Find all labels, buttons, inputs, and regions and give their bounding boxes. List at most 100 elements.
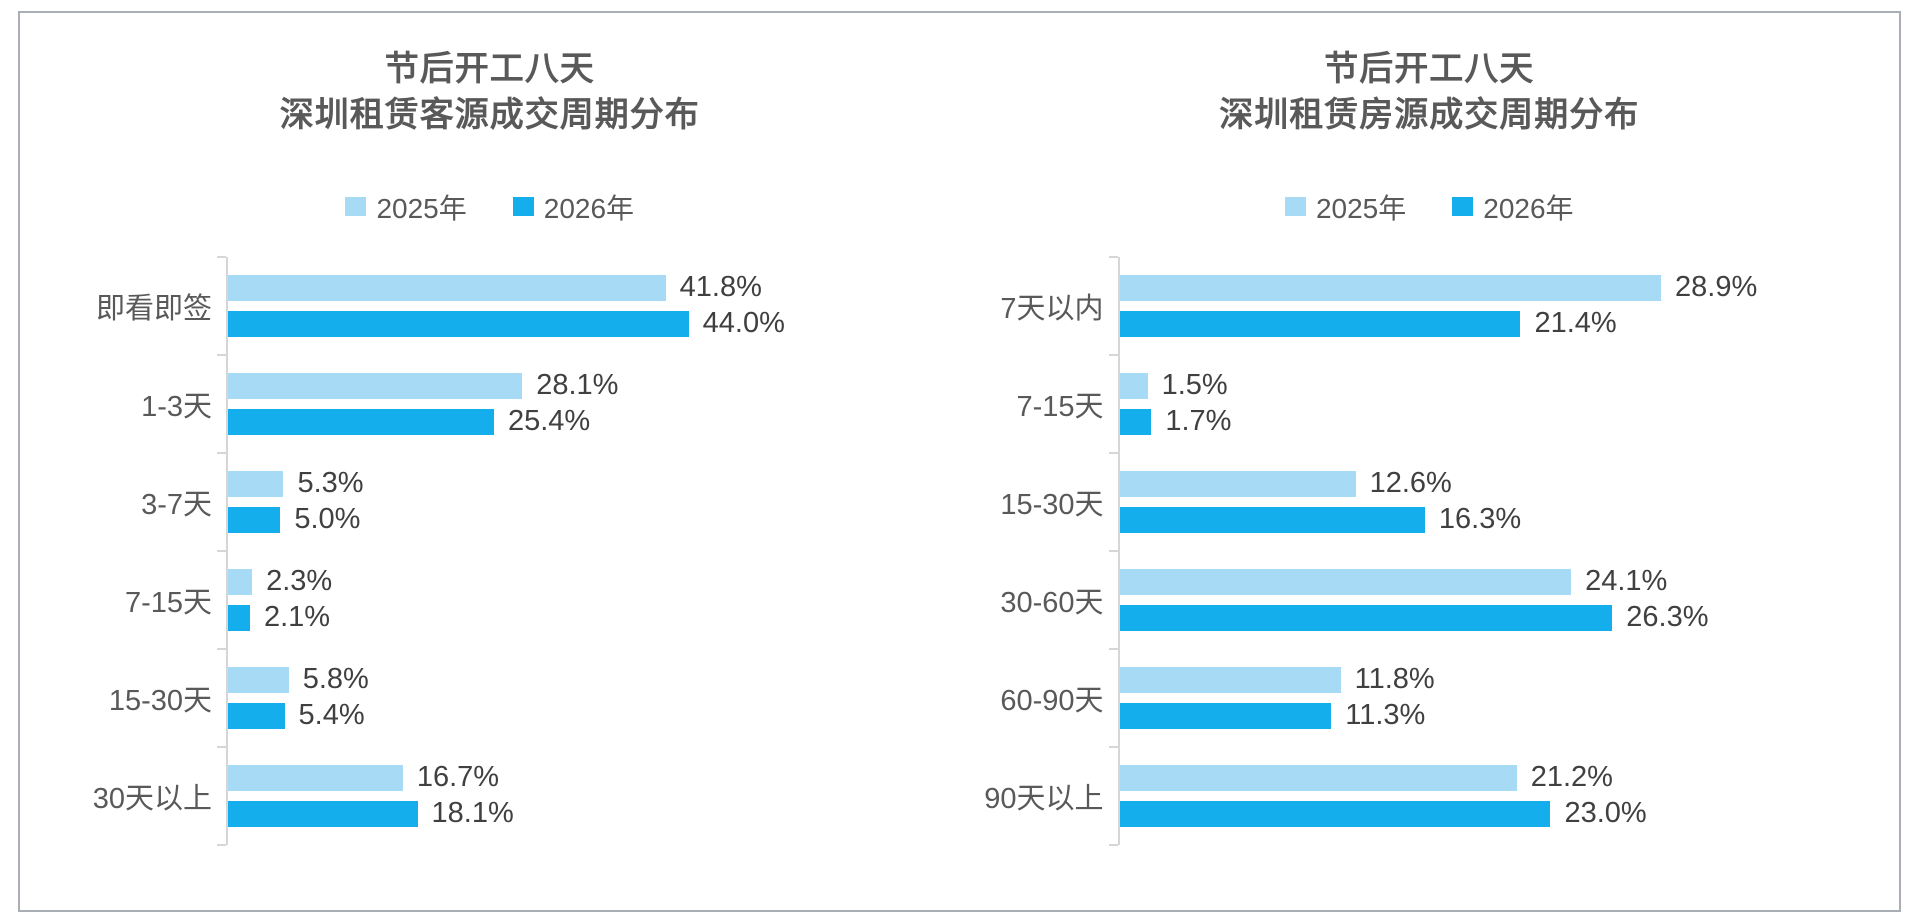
value-label-2026: 5.0% — [294, 503, 361, 536]
value-label-2026: 2.1% — [263, 601, 331, 634]
category-label: 30-60天 — [1000, 586, 1104, 619]
category-label: 60-90天 — [1000, 684, 1104, 717]
bar-2026 — [228, 506, 281, 533]
value-label-2025: 1.5% — [1161, 369, 1228, 402]
value-label-2025: 5.3% — [297, 467, 364, 500]
category-label: 15-30天 — [1000, 488, 1104, 521]
value-label-2025: 28.1% — [536, 369, 619, 402]
value-label-2025: 28.9% — [1675, 271, 1758, 304]
category-label: 90天以上 — [984, 782, 1104, 815]
category-label: 1-3天 — [141, 390, 212, 423]
bar-line-2025: 2.3% — [228, 565, 930, 597]
value-label-2025: 5.8% — [302, 663, 369, 696]
legend-swatch-2025 — [345, 197, 367, 217]
bar-group: 2.3% 2.1% — [217, 549, 960, 649]
chart-title-line-1: 节后开工八天 — [1324, 50, 1535, 88]
chart-listing-cycle: 节后开工八天 深圳租赁房源成交周期分布 2025年 2026年 7天以内 28.… — [960, 13, 1900, 910]
value-label-2025: 24.1% — [1585, 565, 1668, 598]
chart-title-line-2: 深圳租赁房源成交周期分布 — [1219, 95, 1640, 134]
category-row: 15-30天 5.8% 5.4% — [20, 647, 960, 747]
bar-2025 — [1119, 274, 1661, 301]
bar-2026 — [1119, 702, 1332, 729]
category-label: 7-15天 — [1016, 390, 1104, 423]
value-label-2026: 25.4% — [507, 405, 591, 438]
category-row: 30-60天 24.1% 26.3% — [960, 549, 1900, 649]
bar-line-2025: 5.8% — [228, 663, 930, 695]
bar-line-2026: 5.0% — [228, 503, 930, 535]
plot-area: 即看即签 41.8% 44.0% 1-3天 28.1% 25.4% — [20, 255, 960, 910]
bar-2025 — [1119, 568, 1572, 595]
value-label-2026: 23.0% — [1564, 797, 1647, 830]
category-label: 30天以上 — [92, 782, 212, 815]
legend-swatch-2026 — [1452, 197, 1474, 217]
category-label: 即看即签 — [95, 292, 212, 325]
bar-2026 — [228, 310, 689, 337]
bar-line-2026: 1.7% — [1119, 405, 1870, 437]
bar-group: 16.7% 18.1% — [217, 745, 960, 846]
value-label-2026: 1.7% — [1165, 405, 1232, 438]
bar-line-2025: 21.2% — [1119, 761, 1870, 793]
bar-line-2026: 26.3% — [1119, 601, 1870, 633]
bar-line-2025: 5.3% — [228, 467, 930, 499]
bar-line-2025: 41.8% — [228, 271, 930, 303]
legend-swatch-2026 — [512, 197, 534, 217]
bar-2026 — [1119, 408, 1152, 435]
category-row: 30天以上 16.7% 18.1% — [20, 745, 960, 846]
bar-group: 21.2% 23.0% — [1108, 745, 1900, 846]
bar-line-2025: 1.5% — [1119, 369, 1870, 401]
bar-group: 5.8% 5.4% — [217, 647, 960, 747]
value-label-2025: 2.3% — [266, 565, 333, 598]
chart-title: 节后开工八天 深圳租赁房源成交周期分布 — [960, 47, 1900, 139]
bar-group: 24.1% 26.3% — [1108, 549, 1900, 649]
bar-group: 1.5% 1.7% — [1108, 353, 1900, 453]
bar-2026 — [1119, 604, 1613, 631]
bar-line-2025: 12.6% — [1119, 467, 1870, 499]
bar-2025 — [1119, 470, 1356, 497]
value-label-2026: 11.3% — [1345, 699, 1426, 732]
bar-2025 — [228, 274, 666, 301]
category-row: 3-7天 5.3% 5.0% — [20, 451, 960, 551]
value-label-2026: 26.3% — [1626, 601, 1709, 634]
value-label-2025: 11.8% — [1354, 663, 1435, 696]
bar-line-2026: 2.1% — [228, 601, 930, 633]
value-label-2026: 21.4% — [1534, 307, 1617, 340]
bar-line-2026: 23.0% — [1119, 797, 1870, 829]
value-label-2026: 5.4% — [298, 699, 365, 732]
value-label-2026: 44.0% — [702, 307, 785, 340]
value-label-2025: 21.2% — [1530, 761, 1613, 794]
bar-group: 12.6% 16.3% — [1108, 451, 1900, 551]
chart-title-line-1: 节后开工八天 — [384, 50, 595, 88]
value-label-2025: 41.8% — [679, 271, 762, 304]
bar-line-2026: 25.4% — [228, 405, 930, 437]
bar-line-2025: 24.1% — [1119, 565, 1870, 597]
bar-line-2025: 28.9% — [1119, 271, 1870, 303]
legend-swatch-2025 — [1284, 197, 1306, 217]
bar-line-2025: 16.7% — [228, 761, 930, 793]
category-row: 7-15天 2.3% 2.1% — [20, 549, 960, 649]
legend: 2025年 2026年 — [20, 187, 960, 227]
legend-item-2025: 2025年 — [345, 187, 467, 227]
category-label: 7-15天 — [124, 586, 212, 619]
bar-2025 — [228, 372, 523, 399]
bar-2025 — [1119, 666, 1341, 693]
legend-label-2026: 2026年 — [1483, 192, 1574, 224]
bar-group: 11.8% 11.3% — [1108, 647, 1900, 747]
bar-2026 — [228, 800, 418, 827]
bar-2026 — [1119, 506, 1425, 533]
category-row: 90天以上 21.2% 23.0% — [960, 745, 1900, 846]
category-row: 7天以内 28.9% 21.4% — [960, 255, 1900, 355]
bar-2025 — [228, 470, 284, 497]
legend-label-2026: 2026年 — [543, 192, 635, 224]
chart-title: 节后开工八天 深圳租赁客源成交周期分布 — [20, 47, 960, 139]
category-row: 1-3天 28.1% 25.4% — [20, 353, 960, 453]
bar-group: 28.1% 25.4% — [217, 353, 960, 453]
bar-2026 — [228, 702, 285, 729]
bar-group: 5.3% 5.0% — [217, 451, 960, 551]
bar-2025 — [228, 568, 253, 595]
category-label: 3-7天 — [141, 488, 212, 521]
value-label-2025: 16.7% — [416, 761, 500, 794]
legend: 2025年 2026年 — [960, 187, 1900, 227]
bar-2026 — [228, 408, 494, 435]
bar-line-2026: 11.3% — [1119, 699, 1870, 731]
